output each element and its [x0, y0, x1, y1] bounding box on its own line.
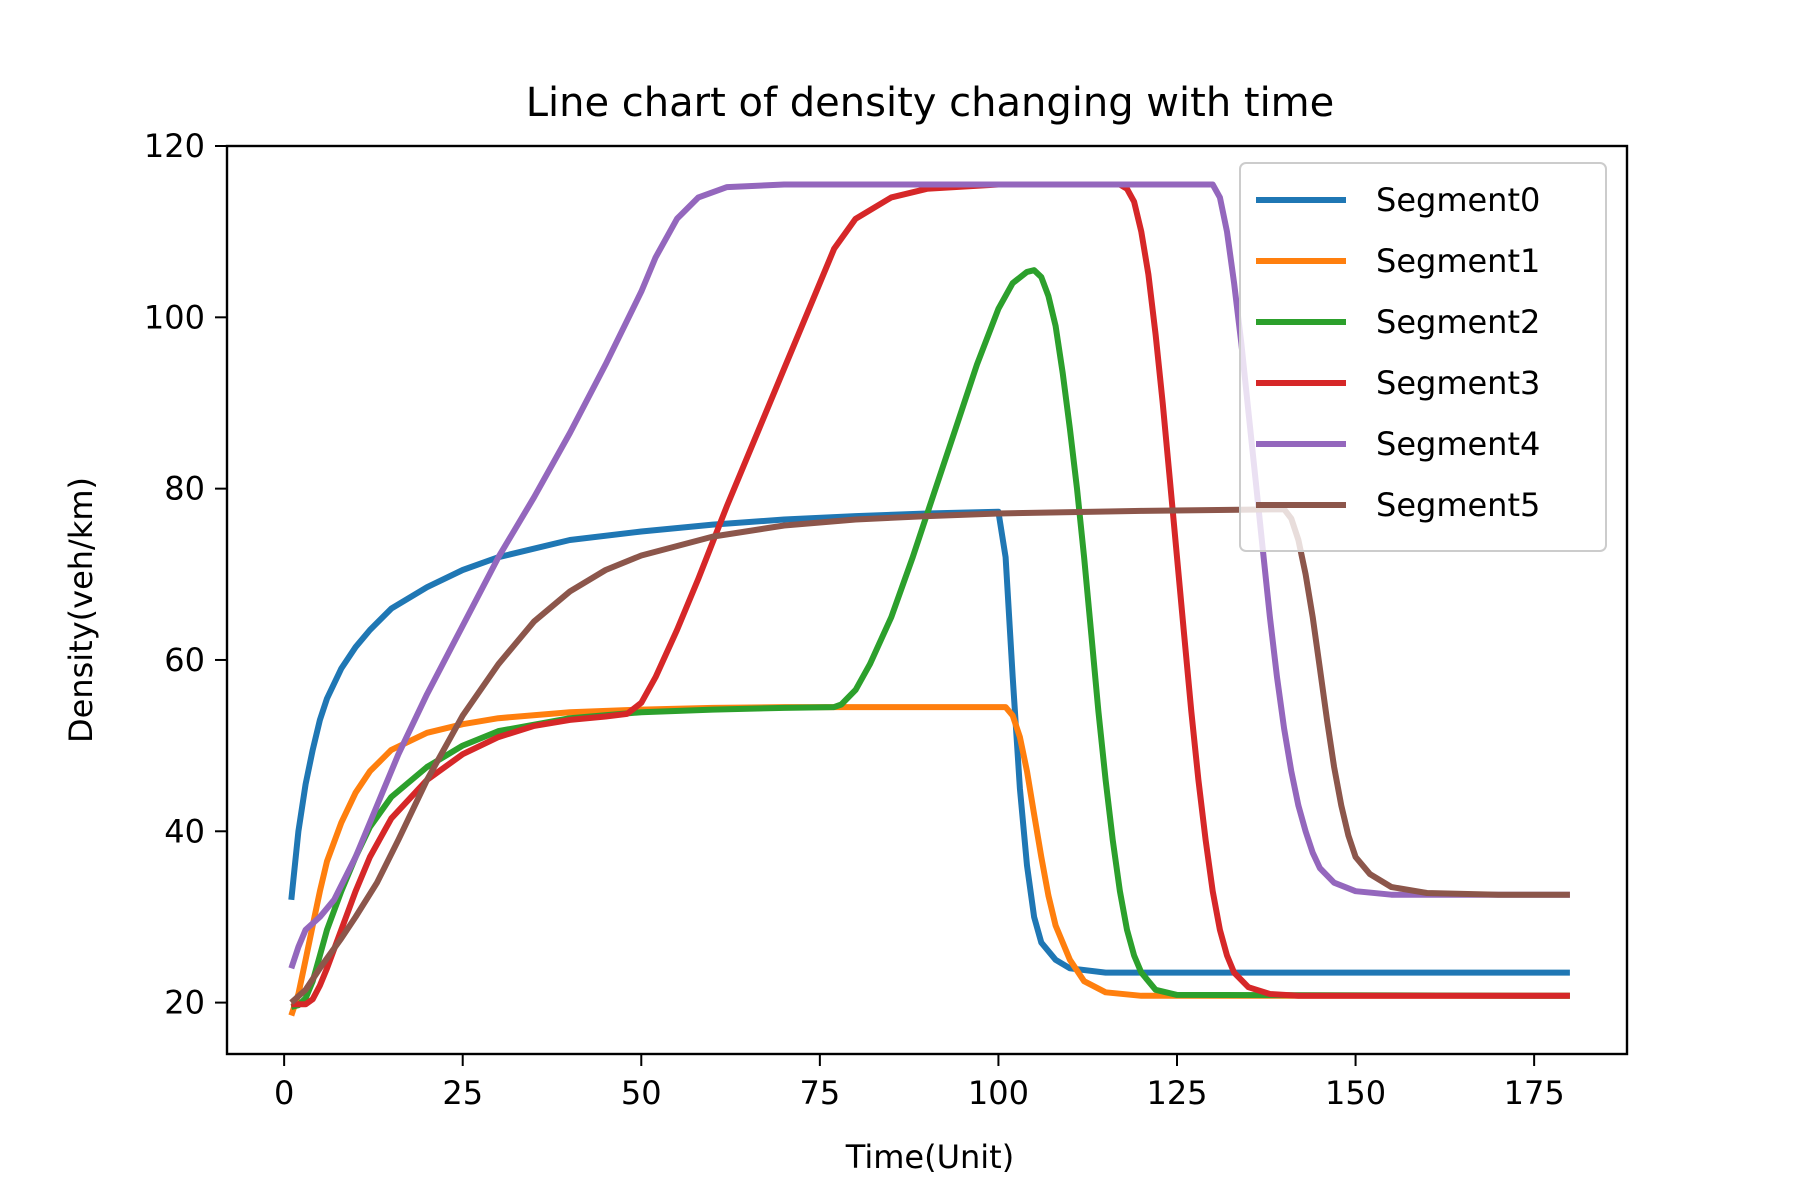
legend-label-segment2: Segment2	[1376, 303, 1540, 341]
series-line-segment5	[289, 506, 1570, 1005]
y-tick-label: 40	[164, 812, 205, 850]
plot-frame	[225, 144, 1629, 1056]
y-tick-label: 100	[144, 298, 205, 336]
series-line-segment3	[291, 181, 1570, 1008]
y-axis-label: Density(veh/km)	[62, 477, 100, 743]
chart-title: Line chart of density changing with time	[526, 80, 1335, 126]
y-tick-label: 80	[164, 470, 205, 508]
legend-label-segment1: Segment1	[1376, 242, 1540, 280]
series-line-segment0	[288, 508, 1570, 976]
y-tick-label: 60	[164, 641, 205, 679]
plot-area: 0 25 50 75 100 125 150 175 20 40 60 80 100 120	[144, 127, 1629, 1112]
y-tick-label: 20	[164, 984, 205, 1022]
x-tick-label: 125	[1146, 1074, 1207, 1112]
y-tick-label: 120	[144, 127, 205, 165]
legend-label-segment3: Segment3	[1376, 364, 1540, 402]
x-tick-label: 100	[968, 1074, 1029, 1112]
x-tick-label: 175	[1504, 1074, 1565, 1112]
x-tick-label: 75	[799, 1074, 840, 1112]
x-tick-label: 150	[1325, 1074, 1386, 1112]
x-tick-label: 0	[274, 1074, 294, 1112]
legend-label-segment5: Segment5	[1376, 486, 1540, 524]
x-tick-label: 25	[442, 1074, 483, 1112]
x-tick-label: 50	[621, 1074, 662, 1112]
series-line-segment4	[288, 181, 1570, 970]
legend: Segment0 Segment1 Segment2 Segment3 Segment4…	[1239, 162, 1607, 552]
series-line-segment1	[288, 704, 1570, 1017]
legend-label-segment0: Segment0	[1376, 181, 1540, 219]
x-axis-label: Time(Unit)	[845, 1138, 1014, 1176]
legend-label-segment4: Segment4	[1376, 425, 1540, 463]
